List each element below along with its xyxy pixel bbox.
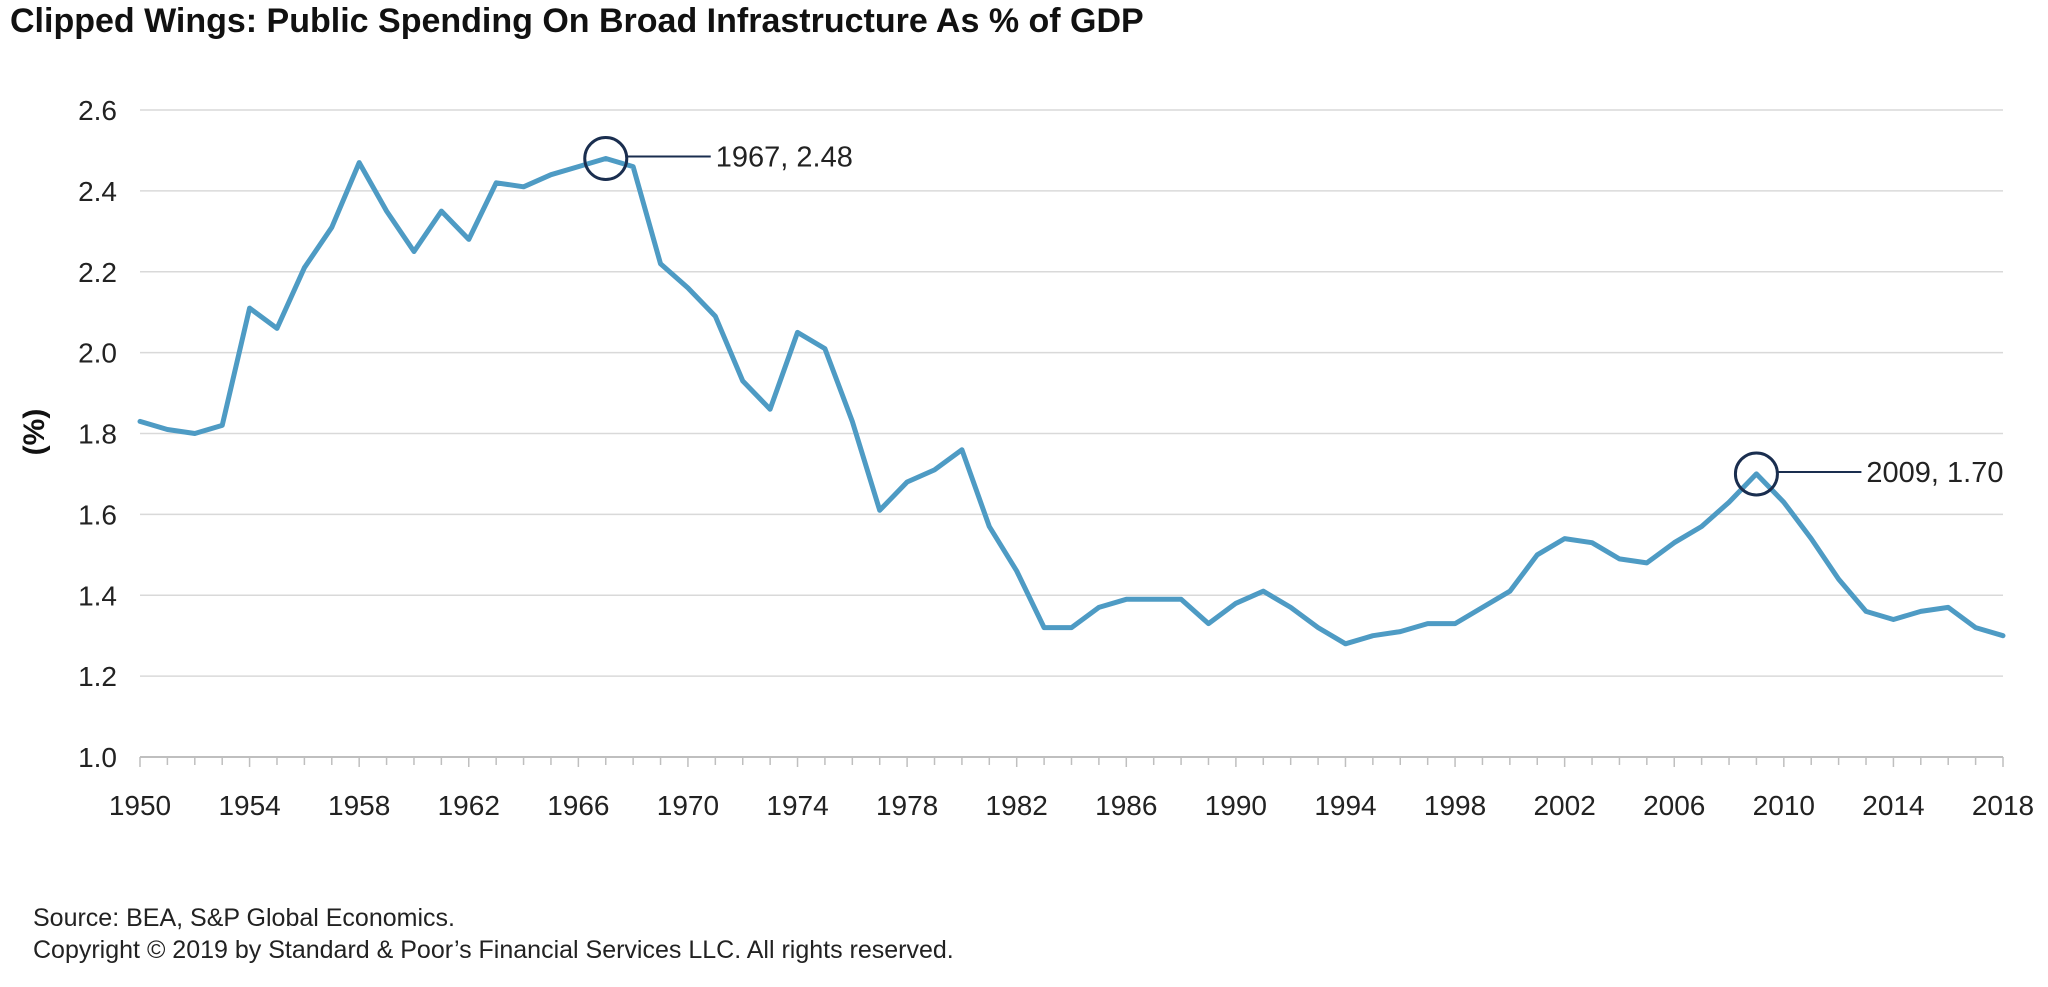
y-tick-label: 2.2 xyxy=(78,257,117,288)
highlight-marker xyxy=(1733,451,1779,497)
x-tick-label: 1966 xyxy=(547,790,609,821)
x-tick-label: 1954 xyxy=(218,790,280,821)
x-tick-label: 1970 xyxy=(657,790,719,821)
x-tick-label: 1998 xyxy=(1424,790,1486,821)
annotation-label: 2009, 1.70 xyxy=(1866,457,2003,489)
highlight-marker xyxy=(583,136,629,182)
y-tick-label: 1.2 xyxy=(78,661,117,692)
y-axis-title: (%) xyxy=(18,409,51,456)
annotations: 1967, 2.48 2009, 1.70 xyxy=(583,136,2004,497)
y-tick-label: 1.0 xyxy=(78,742,117,773)
x-tick-label: 2018 xyxy=(1972,790,2034,821)
x-tick-label: 1982 xyxy=(986,790,1048,821)
series-line xyxy=(137,156,2006,647)
x-tick-label: 2014 xyxy=(1862,790,1924,821)
series-layer xyxy=(137,156,2006,647)
y-tick-label: 2.0 xyxy=(78,338,117,369)
source-note: Source: BEA, S&P Global Economics. xyxy=(33,904,455,932)
x-axis-ticks: 1950 1954 1958 1962 1966 1970 1974 1978 1982 1986… xyxy=(109,790,2034,821)
y-axis-ticks: 1.0 1.2 1.4 1.6 1.8 2.0 2.2 2.4 2.6 xyxy=(78,95,117,773)
x-tick-label: 2010 xyxy=(1753,790,1815,821)
y-tick-label: 2.4 xyxy=(78,176,117,207)
chart-title: Clipped Wings: Public Spending On Broad … xyxy=(10,2,1144,40)
y-tick-label: 2.6 xyxy=(78,95,117,126)
y-tick-label: 1.8 xyxy=(78,419,117,450)
y-tick-label: 1.6 xyxy=(78,499,117,530)
x-tick-label: 2006 xyxy=(1643,790,1705,821)
annotation-label: 1967, 2.48 xyxy=(716,142,853,174)
x-tick-label: 1974 xyxy=(766,790,828,821)
x-tick-label: 1962 xyxy=(438,790,500,821)
y-tick-label: 1.4 xyxy=(78,580,117,611)
x-tick-label: 1978 xyxy=(876,790,938,821)
x-axis xyxy=(139,756,2004,767)
x-tick-label: 1958 xyxy=(328,790,390,821)
copyright-note: Copyright © 2019 by Standard & Poor’s Fi… xyxy=(33,936,954,964)
x-tick-label: 1986 xyxy=(1095,790,1157,821)
x-tick-label: 1990 xyxy=(1205,790,1267,821)
x-tick-label: 1994 xyxy=(1314,790,1376,821)
gridlines xyxy=(140,109,2003,677)
x-tick-label: 2002 xyxy=(1533,790,1595,821)
x-tick-label: 1950 xyxy=(109,790,171,821)
